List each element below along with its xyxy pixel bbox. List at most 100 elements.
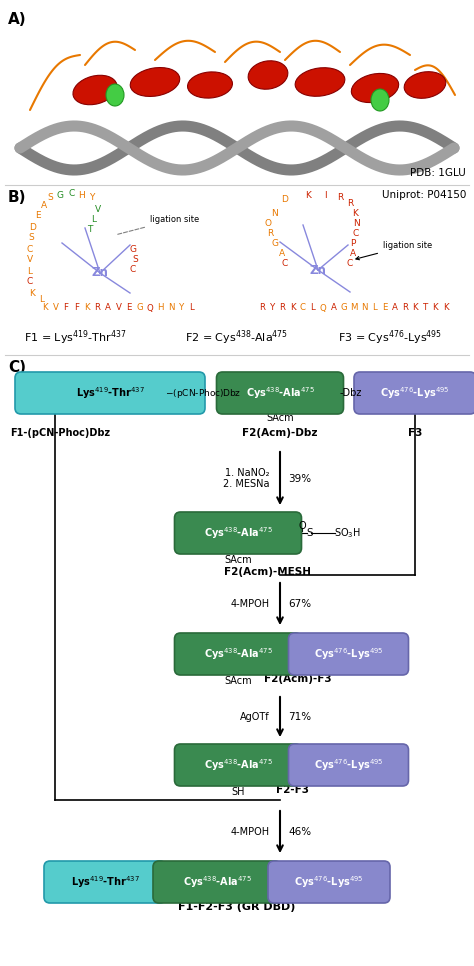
Text: F1 = Lys$^{419}$-Thr$^{437}$: F1 = Lys$^{419}$-Thr$^{437}$ (24, 328, 126, 347)
FancyBboxPatch shape (174, 633, 301, 675)
Text: SAcm: SAcm (224, 555, 252, 565)
Text: C: C (69, 189, 75, 198)
Text: N: N (354, 218, 360, 228)
Ellipse shape (248, 61, 288, 89)
Text: C: C (347, 260, 353, 269)
Text: E: E (382, 303, 387, 312)
Text: C: C (27, 277, 33, 287)
Text: S: S (132, 255, 138, 265)
Text: SO$_3$H: SO$_3$H (334, 526, 361, 540)
Text: A: A (350, 249, 356, 259)
Text: Uniprot: P04150: Uniprot: P04150 (382, 190, 466, 200)
Text: R: R (259, 303, 265, 312)
Text: K: K (290, 303, 295, 312)
Text: F2-F3: F2-F3 (276, 785, 310, 795)
Text: R: R (402, 303, 408, 312)
Ellipse shape (295, 68, 345, 97)
Text: A: A (392, 303, 398, 312)
Text: Q: Q (320, 303, 327, 312)
Ellipse shape (188, 71, 232, 99)
Text: Cys$^{476}$-Lys$^{495}$: Cys$^{476}$-Lys$^{495}$ (380, 385, 450, 401)
Text: K: K (42, 303, 48, 312)
Text: F1-(pCN-Phoc)Dbz: F1-(pCN-Phoc)Dbz (10, 428, 110, 438)
Text: K: K (305, 191, 311, 201)
Text: -Dbz: -Dbz (339, 388, 362, 398)
Text: Zn: Zn (91, 267, 109, 279)
Text: F2 = Cys$^{438}$-Ala$^{475}$: F2 = Cys$^{438}$-Ala$^{475}$ (185, 328, 289, 347)
Text: K: K (352, 209, 358, 217)
Text: R: R (267, 230, 273, 239)
Text: S: S (306, 528, 313, 538)
Text: V: V (27, 255, 33, 265)
Text: C: C (300, 303, 306, 312)
Text: M: M (350, 303, 357, 312)
Text: A: A (279, 249, 285, 259)
Text: Cys$^{438}$-Ala$^{475}$: Cys$^{438}$-Ala$^{475}$ (204, 646, 273, 662)
Ellipse shape (130, 68, 180, 97)
Text: 1. NaNO₂
2. MESNa: 1. NaNO₂ 2. MESNa (224, 468, 270, 490)
Text: 4-MPOH: 4-MPOH (231, 599, 270, 609)
Text: 67%: 67% (288, 599, 311, 609)
Text: F: F (74, 303, 79, 312)
Text: Cys$^{476}$-Lys$^{495}$: Cys$^{476}$-Lys$^{495}$ (314, 646, 383, 662)
Text: V: V (53, 303, 58, 312)
Text: K: K (84, 303, 90, 312)
Text: 46%: 46% (288, 827, 311, 837)
Text: Cys$^{438}$-Ala$^{475}$: Cys$^{438}$-Ala$^{475}$ (182, 874, 251, 890)
Text: ligation site: ligation site (118, 215, 199, 235)
Text: Cys$^{438}$-Ala$^{475}$: Cys$^{438}$-Ala$^{475}$ (204, 526, 273, 541)
Text: N: N (272, 209, 278, 217)
Text: T: T (423, 303, 428, 312)
Text: F2(Acm)-Dbz: F2(Acm)-Dbz (242, 428, 318, 438)
Text: G: G (272, 240, 279, 248)
Text: D: D (282, 195, 289, 205)
Text: T: T (87, 225, 93, 235)
Text: O: O (299, 521, 306, 531)
Text: F3 = Cys$^{476}$-Lys$^{495}$: F3 = Cys$^{476}$-Lys$^{495}$ (338, 328, 442, 347)
Text: R: R (337, 193, 343, 203)
Text: F3: F3 (408, 428, 422, 438)
FancyBboxPatch shape (289, 633, 409, 675)
Text: S: S (47, 193, 53, 203)
Text: A): A) (8, 12, 27, 27)
Ellipse shape (73, 75, 117, 104)
Text: 71%: 71% (288, 712, 311, 722)
Text: F: F (64, 303, 69, 312)
Text: Zn: Zn (310, 264, 327, 276)
FancyBboxPatch shape (289, 744, 409, 786)
Text: PDB: 1GLU: PDB: 1GLU (410, 168, 466, 178)
FancyBboxPatch shape (153, 861, 281, 903)
Text: H: H (79, 191, 85, 201)
Text: SAcm: SAcm (266, 413, 294, 423)
Text: L: L (190, 303, 194, 312)
Ellipse shape (106, 84, 124, 106)
Text: V: V (116, 303, 121, 312)
Text: K: K (412, 303, 418, 312)
FancyBboxPatch shape (268, 861, 390, 903)
Text: G: G (56, 191, 64, 201)
Text: S: S (28, 234, 34, 242)
Text: Y: Y (89, 193, 95, 203)
Text: SAcm: SAcm (224, 676, 252, 686)
Ellipse shape (404, 71, 446, 99)
Text: O: O (264, 218, 272, 228)
Text: K: K (433, 303, 438, 312)
Text: C: C (353, 230, 359, 239)
FancyBboxPatch shape (5, 5, 469, 183)
Text: L: L (310, 303, 315, 312)
Text: R: R (279, 303, 285, 312)
Text: C: C (282, 260, 288, 269)
Text: V: V (95, 206, 101, 214)
FancyBboxPatch shape (15, 372, 205, 414)
Text: Cys$^{476}$-Lys$^{495}$: Cys$^{476}$-Lys$^{495}$ (314, 757, 383, 773)
Text: D: D (29, 222, 36, 232)
FancyBboxPatch shape (174, 744, 301, 786)
FancyBboxPatch shape (174, 512, 301, 554)
Text: Cys$^{438}$-Ala$^{475}$: Cys$^{438}$-Ala$^{475}$ (246, 385, 314, 401)
Ellipse shape (371, 89, 389, 111)
Text: F2(Acm)-F3: F2(Acm)-F3 (264, 674, 332, 684)
Text: Cys$^{476}$-Lys$^{495}$: Cys$^{476}$-Lys$^{495}$ (294, 874, 364, 890)
Text: 4-MPOH: 4-MPOH (231, 827, 270, 837)
Text: Q: Q (146, 303, 154, 312)
Text: I: I (324, 191, 326, 201)
